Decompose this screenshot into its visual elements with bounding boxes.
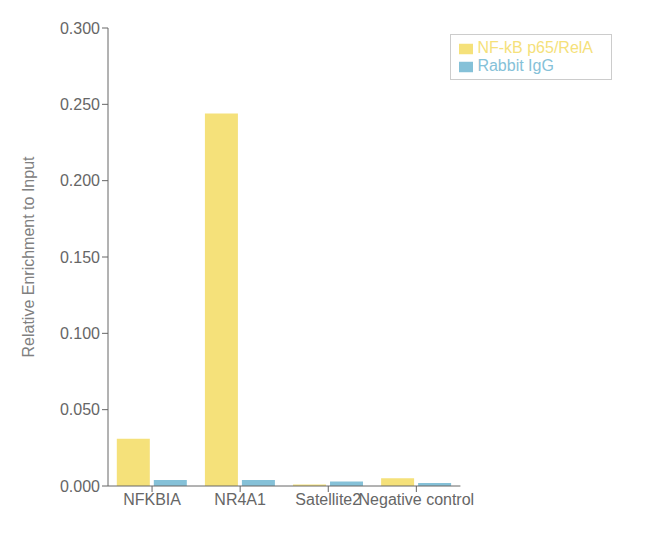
svg-text:0.100: 0.100 — [60, 325, 100, 342]
html-text:NF-kB p65/RelA: NF-kB p65/RelA — [477, 39, 593, 56]
svg-text:0.250: 0.250 — [60, 96, 100, 113]
svg-text:0.300: 0.300 — [60, 20, 100, 37]
html-text:Rabbit IgG: Rabbit IgG — [477, 57, 554, 74]
svg-text:0.050: 0.050 — [60, 401, 100, 418]
svg-text:Negative control: Negative control — [359, 491, 475, 508]
svg-text:Relative Enrichment to Input: Relative Enrichment to Input — [20, 156, 37, 358]
svg-text:0.150: 0.150 — [60, 249, 100, 266]
svg-text:Satellite2: Satellite2 — [295, 491, 361, 508]
svg-text:0.200: 0.200 — [60, 172, 100, 189]
svg-text:NFKBIA: NFKBIA — [123, 491, 181, 508]
svg-text:0.000: 0.000 — [60, 478, 100, 495]
svg-text:NR4A1: NR4A1 — [214, 491, 266, 508]
